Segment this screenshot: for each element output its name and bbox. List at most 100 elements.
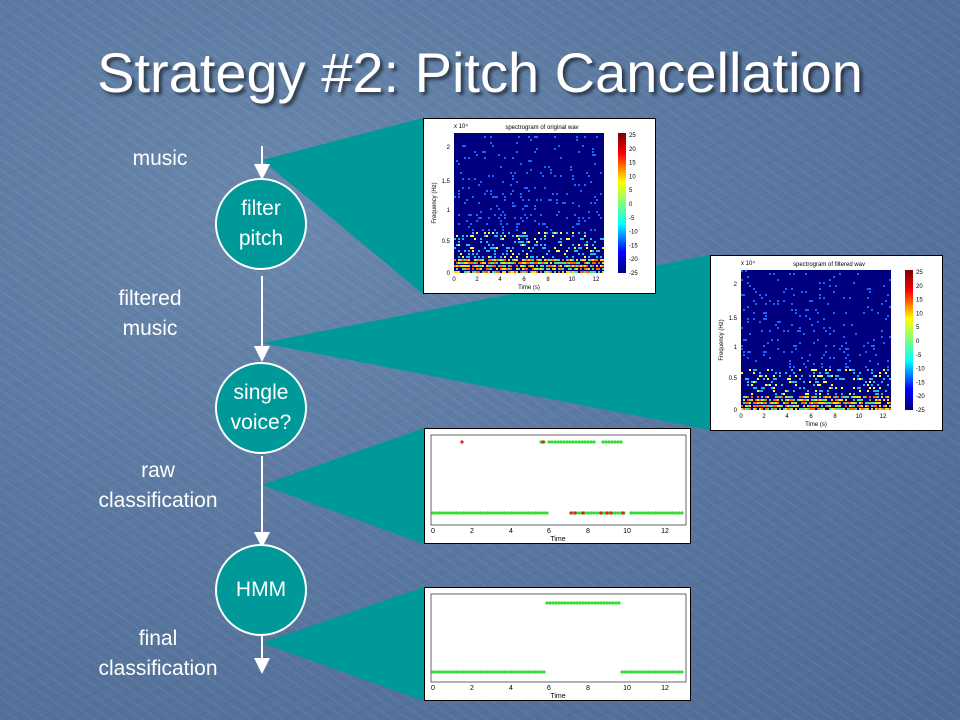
spectrogram-cell: [785, 408, 787, 410]
svg-text:2: 2: [470, 685, 474, 692]
spectrogram-cell: [793, 294, 795, 296]
spectrogram-cell: [833, 330, 835, 332]
spectrogram-cell: [853, 369, 855, 371]
spectrogram-cell: [841, 378, 843, 380]
spectrogram-cell: [857, 399, 859, 401]
spectrogram-cell: [789, 396, 791, 398]
spectrogram-cell: [588, 217, 590, 219]
spectrogram-cell: [498, 259, 500, 261]
spectrogram-cell: [833, 345, 835, 347]
classification-point: [527, 511, 531, 515]
spectrogram-cell: [576, 262, 578, 264]
spectrogram-cell: [546, 262, 548, 264]
spectrogram-cell: [823, 408, 825, 410]
spectrogram-cell: [841, 399, 843, 401]
spectrogram-cell: [484, 247, 486, 249]
spectrogram-cell: [488, 175, 490, 177]
spectrogram-cell: [602, 271, 604, 273]
spectrogram-cell: [576, 136, 578, 138]
spectrogram-cell: [845, 366, 847, 368]
spectrogram-cell: [871, 309, 873, 311]
spectrogram-cell: [500, 220, 502, 222]
classification-point: [500, 670, 504, 674]
spectrogram-cell: [869, 360, 871, 362]
spectrogram-cell: [757, 405, 759, 407]
classification-point: [524, 511, 528, 515]
spectrogram-cell: [823, 396, 825, 398]
spectrogram-cell: [568, 262, 570, 264]
svg-text:Time (s): Time (s): [518, 285, 540, 291]
spectrogram-cell: [456, 262, 458, 264]
spectrogram-cell: [837, 402, 839, 404]
svg-text:4: 4: [509, 528, 513, 535]
spectrogram-cell: [526, 172, 528, 174]
spectrogram-cell: [877, 393, 879, 395]
spectrogram-cell: [472, 229, 474, 231]
spectrogram-cell: [502, 271, 504, 273]
spectrogram-cell: [889, 306, 891, 308]
spectrogram-cell: [871, 369, 873, 371]
spectrogram-cell: [494, 247, 496, 249]
spectrogram-cell: [853, 372, 855, 374]
spectrogram-cell: [550, 199, 552, 201]
spectrogram-cell: [560, 232, 562, 234]
spectrogram-cell: [789, 375, 791, 377]
spectrogram-cell: [803, 396, 805, 398]
classification-point: [596, 601, 600, 605]
spectrogram-cell: [765, 396, 767, 398]
classification-point: [491, 670, 495, 674]
classification-point: [503, 511, 507, 515]
spectrogram-cell: [542, 256, 544, 258]
spectrogram-cell: [815, 369, 817, 371]
spectrogram-cell: [835, 387, 837, 389]
spectrogram-cell: [805, 393, 807, 395]
spectrogram-cell: [743, 402, 745, 404]
spectrogram-cell: [743, 396, 745, 398]
spectrogram-cell: [745, 339, 747, 341]
spectrogram-cell: [771, 405, 773, 407]
spectrogram-cell: [472, 235, 474, 237]
spectrogram-cell: [584, 256, 586, 258]
classification-point: [653, 670, 657, 674]
spectrogram-cell: [773, 399, 775, 401]
spectrogram-cell: [602, 262, 604, 264]
spectrogram-cell: [524, 259, 526, 261]
spectrogram-cell: [785, 288, 787, 290]
spectrogram-cell: [458, 241, 460, 243]
spectrogram-cell: [747, 318, 749, 320]
classification-point: [635, 511, 639, 515]
spectrogram-cell: [851, 402, 853, 404]
spectrogram-cell: [873, 390, 875, 392]
spectrogram-cell: [751, 399, 753, 401]
spectrogram-cell: [490, 262, 492, 264]
spectrogram-cell: [578, 244, 580, 246]
classification-point: [560, 601, 564, 605]
spectrogram-cell: [566, 256, 568, 258]
spectrogram-cell: [490, 190, 492, 192]
spectrogram-cell: [875, 354, 877, 356]
spectrogram-cell: [855, 402, 857, 404]
classification-outlier: [609, 511, 613, 515]
spectrogram-cell: [777, 405, 779, 407]
spectrogram-cell: [470, 262, 472, 264]
spectrogram-cell: [815, 393, 817, 395]
spectrogram-cell: [560, 157, 562, 159]
spectrogram-cell: [801, 402, 803, 404]
spectrogram-cell: [831, 375, 833, 377]
spectrogram-cell: [480, 211, 482, 213]
spectrogram-cell: [544, 271, 546, 273]
spectrogram-cell: [799, 330, 801, 332]
colorbar-tick: -20: [629, 257, 638, 263]
spectrogram-cell: [572, 226, 574, 228]
spectrogram-cell: [835, 375, 837, 377]
spectrogram-cell: [548, 259, 550, 261]
spectrogram-cell: [865, 402, 867, 404]
spectrogram-cell: [560, 268, 562, 270]
spectrogram-cell: [777, 402, 779, 404]
final-classification-plot: 0 2 4 6 8 10 12 Time: [424, 587, 691, 701]
spectrogram-cell: [458, 223, 460, 225]
classification-point: [440, 511, 444, 515]
spectrogram-cell: [594, 247, 596, 249]
spectrogram-cell: [578, 151, 580, 153]
spectrogram-cell: [588, 175, 590, 177]
